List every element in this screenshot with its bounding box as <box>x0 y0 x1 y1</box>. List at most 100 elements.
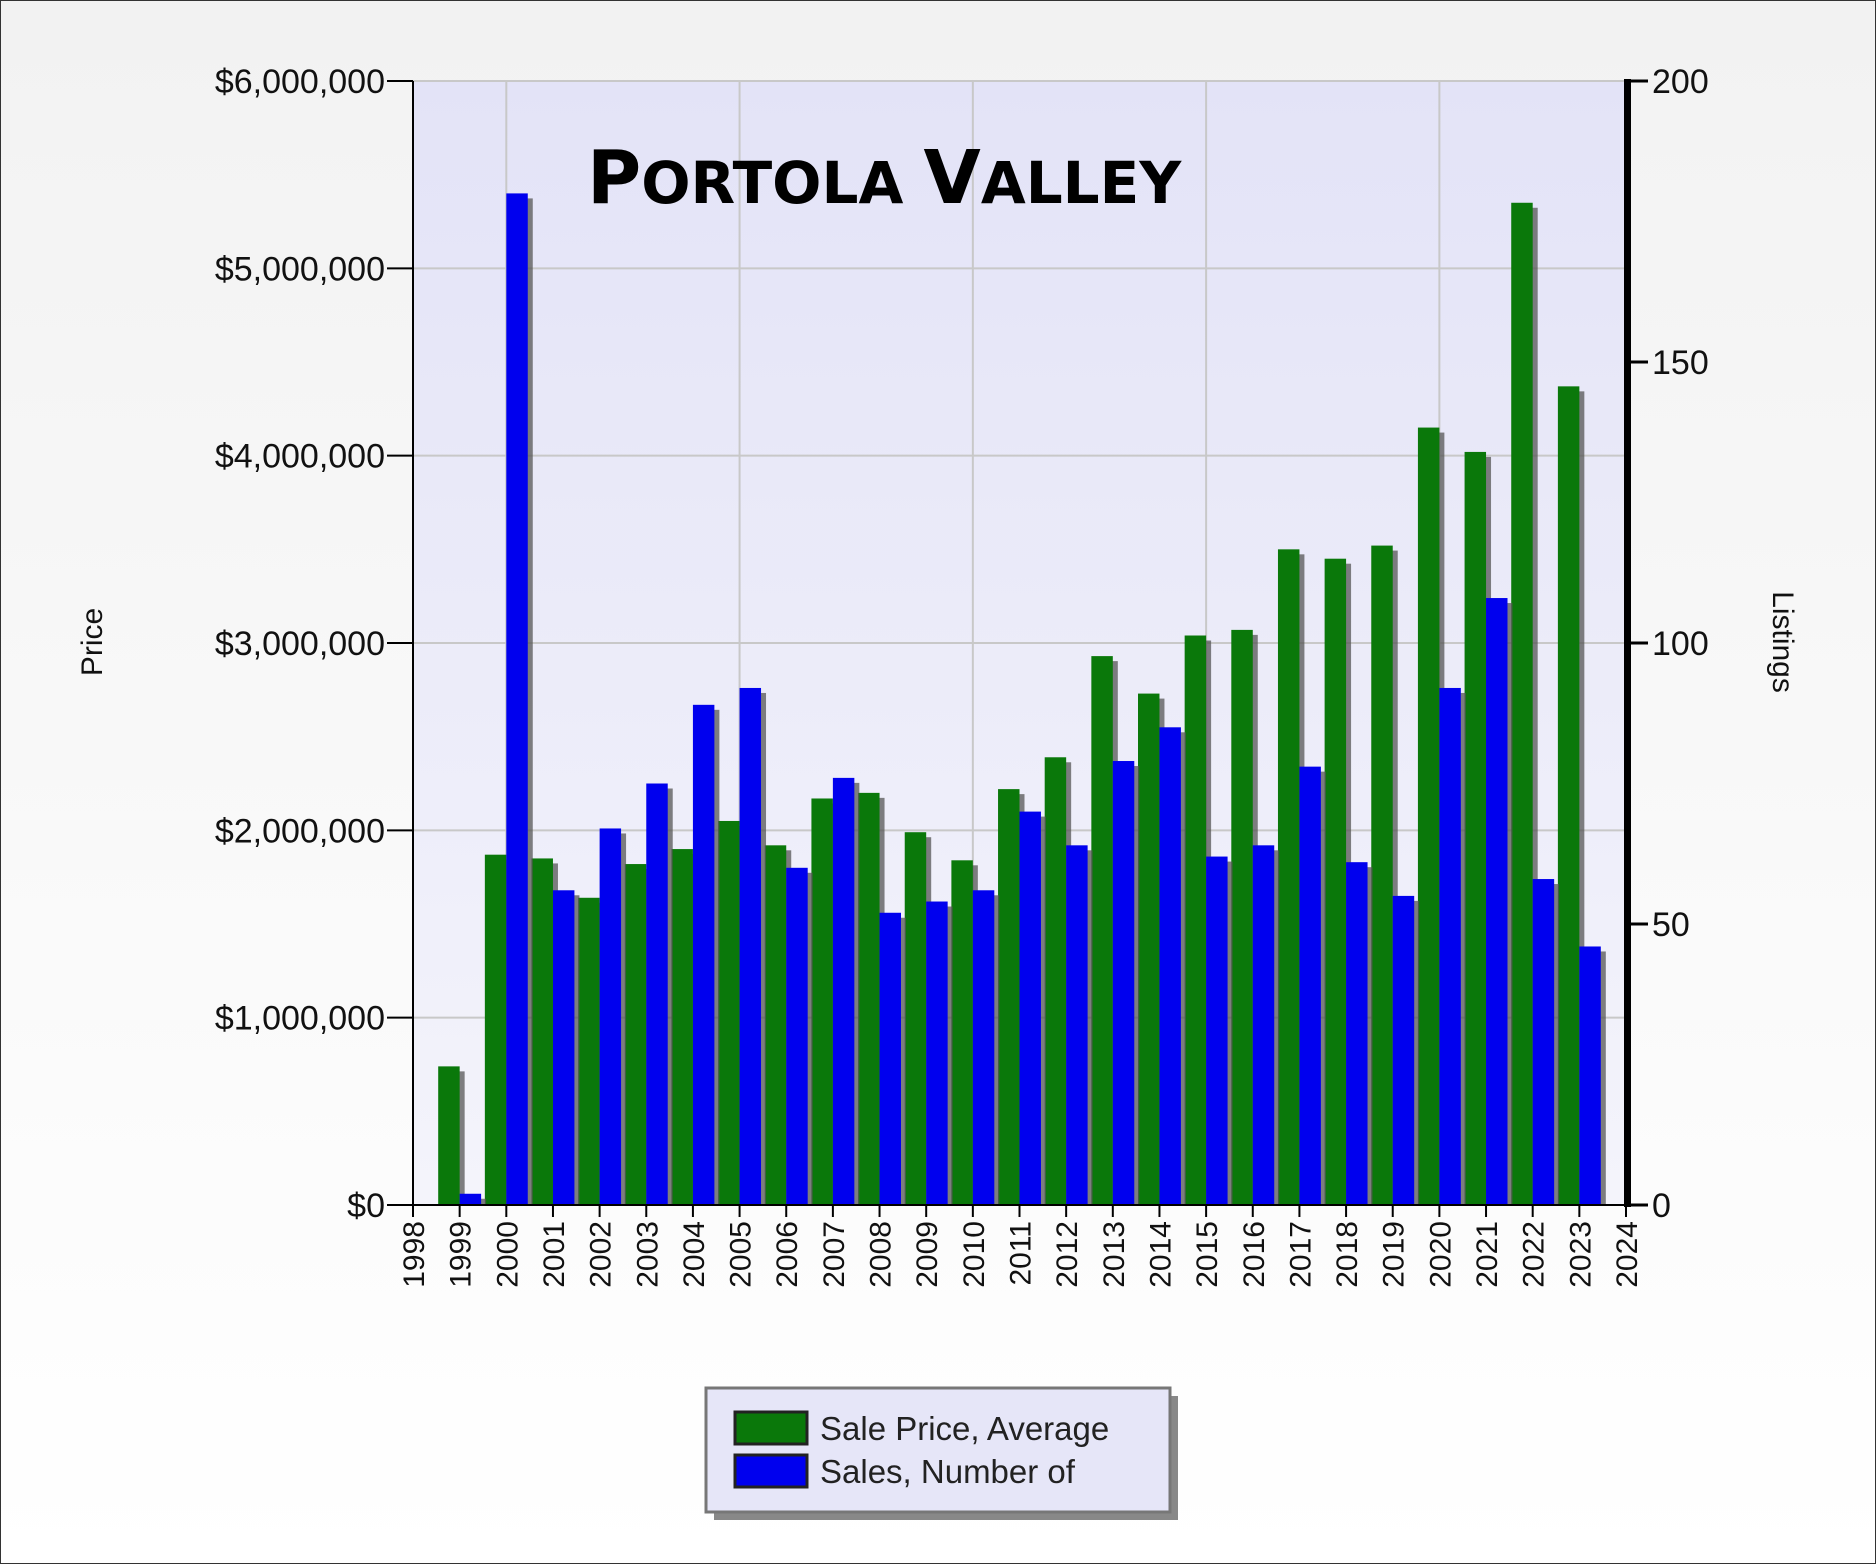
bar-sale-price <box>1324 558 1347 1205</box>
bar-sales-count <box>1159 727 1181 1205</box>
bar-sale-price <box>671 849 693 1205</box>
bar-sale-price <box>1464 451 1487 1205</box>
bar-sales-count <box>1532 879 1555 1205</box>
y-left-tick-label: $2,000,000 <box>215 812 385 850</box>
y-axis-left-label: Price <box>76 608 109 676</box>
bar-sales-count <box>1439 687 1461 1205</box>
bar-sales-count <box>1299 766 1321 1205</box>
x-tick-label: 2013 <box>1098 1221 1131 1288</box>
y-right-tick-label: 0 <box>1652 1187 1671 1225</box>
x-tick-label: 2007 <box>818 1221 851 1288</box>
y-left-tick-label: $1,000,000 <box>215 1000 385 1038</box>
legend-label-sales-count: Sales, Number of <box>820 1453 1076 1490</box>
y-left-tick-label: $0 <box>347 1187 385 1225</box>
bar-sale-price <box>858 792 880 1205</box>
bar-sale-price <box>1417 427 1440 1206</box>
legend-box <box>704 1386 1172 1514</box>
bar-sales-count <box>1392 895 1415 1205</box>
y-right-tick-label: 100 <box>1652 625 1709 663</box>
x-tick-label: 2005 <box>725 1221 758 1288</box>
x-tick-label: 2011 <box>1005 1221 1038 1286</box>
bar-sale-price <box>1231 629 1253 1205</box>
bar-sales-count <box>459 1193 482 1205</box>
bar-sales-count <box>1112 761 1135 1205</box>
bar-sale-price <box>484 854 507 1205</box>
bar-sale-price <box>998 789 1020 1205</box>
bar-sale-price <box>718 820 740 1205</box>
bars <box>438 193 1606 1206</box>
y-left-tick-label: $5,000,000 <box>215 250 385 288</box>
bar-sale-price <box>904 832 927 1205</box>
x-tick-label: 2020 <box>1424 1221 1457 1288</box>
x-tick-label: 2002 <box>585 1221 618 1288</box>
bar-sale-price <box>1184 635 1207 1205</box>
bar-sales-count <box>1579 946 1601 1205</box>
legend-swatch-sale-price <box>733 1410 809 1446</box>
y-left-tick-label: $4,000,000 <box>215 438 385 476</box>
bar-sales-count <box>926 901 948 1205</box>
bar-sale-price <box>578 897 600 1205</box>
bar-sales-count <box>879 912 901 1205</box>
bar-sales-count <box>832 777 855 1205</box>
x-tick-label: 2023 <box>1564 1221 1597 1288</box>
x-tick-label: 2012 <box>1051 1221 1084 1288</box>
x-tick-label: 2000 <box>491 1221 524 1288</box>
bar-sales-count <box>1252 845 1275 1205</box>
bar-sales-count <box>1346 862 1368 1205</box>
bar-sales-count <box>1066 845 1088 1205</box>
bar-sale-price <box>624 864 647 1205</box>
y-axis-right-label: Listings <box>1766 591 1799 693</box>
x-tick-label: 2015 <box>1191 1221 1224 1288</box>
bar-sales-count <box>692 704 715 1205</box>
y-right-tick-label: 200 <box>1652 63 1709 101</box>
x-tick-label: 1998 <box>398 1221 431 1288</box>
x-tick-label: 1999 <box>445 1221 478 1288</box>
bar-sales-count <box>552 890 575 1205</box>
legend: Sale Price, Average Sales, Number of <box>704 1386 1178 1520</box>
bar-sale-price <box>1091 656 1113 1205</box>
y-left-tick-label: $6,000,000 <box>215 63 385 101</box>
bar-sales-count <box>739 687 762 1205</box>
bar-sale-price <box>1557 386 1580 1205</box>
bar-sale-price <box>1044 757 1067 1205</box>
x-tick-label: 2019 <box>1378 1221 1411 1288</box>
x-tick-label: 2021 <box>1471 1221 1504 1288</box>
x-tick-label: 2022 <box>1518 1221 1551 1288</box>
x-tick-label: 2024 <box>1611 1221 1644 1288</box>
x-tick-label: 2004 <box>678 1221 711 1288</box>
x-tick-label: 2010 <box>958 1221 991 1288</box>
x-tick-label: 2001 <box>538 1221 571 1288</box>
x-tick-label: 2008 <box>865 1221 898 1288</box>
x-tick-label: 2016 <box>1238 1221 1271 1288</box>
tick-labels: $0 $1,000,000 $2,000,000 $3,000,000 $4,000,0… <box>215 63 1709 1288</box>
bar-sale-price <box>438 1066 460 1205</box>
bar-sales-count <box>786 867 808 1205</box>
x-tick-label: 2018 <box>1331 1221 1364 1288</box>
bar-sale-price <box>1511 202 1533 1205</box>
y-left-tick-label: $3,000,000 <box>215 625 385 663</box>
axes <box>387 79 1648 1217</box>
legend-label-sale-price: Sale Price, Average <box>820 1410 1109 1447</box>
x-tick-label: 2009 <box>911 1221 944 1288</box>
legend-swatch-sales-count <box>733 1453 809 1489</box>
x-tick-label: 2003 <box>631 1221 664 1288</box>
x-tick-label: 2014 <box>1144 1221 1177 1288</box>
bar-sale-price <box>1138 693 1160 1205</box>
bar-sale-price <box>764 845 787 1205</box>
bar-sale-price <box>1371 545 1393 1205</box>
bar-sales-count <box>1486 598 1508 1205</box>
bar-sales-count <box>1206 856 1228 1205</box>
bar-sales-count <box>1019 811 1041 1205</box>
bar-sales-count <box>972 890 995 1205</box>
chart-title: PORTOLA VALLEY <box>587 135 1182 221</box>
y-right-tick-label: 150 <box>1652 344 1709 382</box>
x-tick-label: 2006 <box>771 1221 804 1288</box>
x-tick-label: 2017 <box>1284 1221 1317 1288</box>
y-right-tick-label: 50 <box>1652 906 1690 944</box>
bar-sale-price <box>1277 549 1300 1205</box>
bar-sales-count <box>646 783 668 1205</box>
bar-sale-price <box>811 798 833 1205</box>
bar-sale-price <box>951 860 973 1205</box>
bar-sale-price <box>531 858 553 1205</box>
